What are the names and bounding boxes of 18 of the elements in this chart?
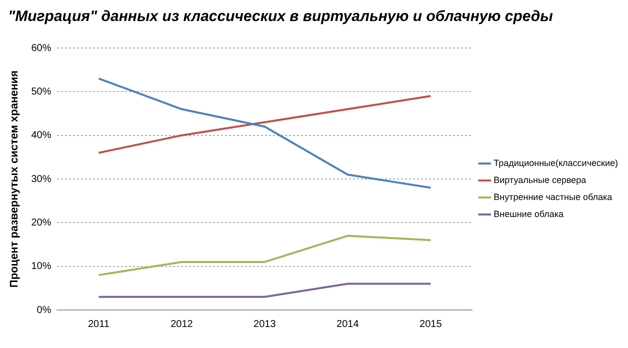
legend-label: Виртуальные сервера [494,174,586,185]
y-tick-label: 30% [31,174,52,185]
x-tick-label: 2015 [420,318,442,330]
x-tick-label: 2012 [170,318,194,330]
legend-label: Внешние облака [494,208,564,219]
legend-label: Традиционные(классические) [494,158,618,168]
y-tick-label: 60% [31,42,52,54]
y-axis-title: Процент развернутых систем хранения [8,70,21,288]
y-tick-label: 20% [31,217,52,228]
x-tick-label: 2014 [336,318,360,330]
legend-label: Внутренние частные облака [494,192,612,202]
y-tick-label: 40% [31,130,52,142]
y-tick-label: 50% [31,86,52,98]
y-tick-label: 0% [36,304,52,316]
x-tick-label: 2013 [254,318,276,330]
chart-title: "Миграция" данных из классических в виртуальную и облачную среды [8,8,553,25]
y-tick-label: 10% [31,261,52,272]
x-tick-label: 2011 [88,318,110,330]
